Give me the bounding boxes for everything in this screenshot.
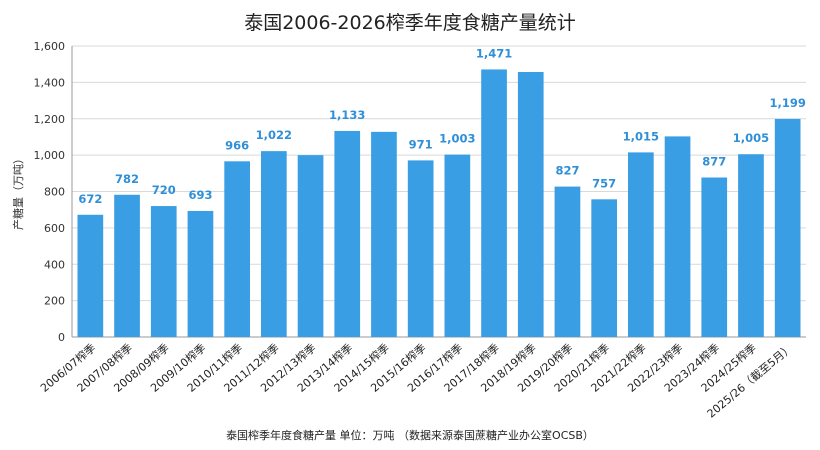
data-label: 1,133 (329, 108, 365, 122)
data-label: 827 (555, 164, 579, 178)
y-tick-label: 200 (44, 295, 65, 308)
data-label: 672 (78, 192, 102, 206)
bar (554, 186, 581, 337)
data-label: 1,471 (476, 46, 512, 60)
data-label: 1,022 (256, 128, 292, 142)
bar (371, 131, 397, 337)
chart-footer: 泰国榨季年度食糖产量 单位：万吨 （数据来源泰国蔗糖产业办公室OCSB） (226, 429, 594, 442)
bar (774, 118, 801, 337)
bar (261, 151, 287, 337)
data-label: 1,199 (769, 96, 805, 110)
bar (444, 154, 471, 337)
data-label: 757 (592, 176, 616, 190)
y-tick-label: 1,600 (34, 40, 66, 53)
bar (224, 161, 250, 337)
data-label: 1,003 (439, 132, 475, 146)
chart-title: 泰国2006-2026榨季年度食糖产量统计 (244, 12, 576, 34)
bar (407, 160, 434, 337)
bar (591, 199, 617, 337)
data-label: 877 (702, 154, 726, 168)
data-label: 966 (225, 138, 249, 152)
y-tick-label: 600 (44, 222, 65, 235)
data-label: 693 (188, 188, 212, 202)
y-tick-label: 1,000 (34, 149, 66, 162)
bar (114, 194, 140, 337)
bar (297, 155, 324, 337)
y-tick-label: 1,200 (34, 113, 66, 126)
bar (664, 136, 691, 337)
bar (334, 130, 361, 337)
bar (738, 154, 764, 337)
bar (481, 69, 507, 337)
y-tick-label: 400 (44, 258, 65, 271)
data-label: 1,015 (623, 129, 659, 143)
bar (150, 206, 177, 337)
y-tick-label: 0 (58, 331, 65, 344)
bar (628, 152, 654, 337)
bar (77, 214, 104, 337)
data-label: 1,005 (733, 131, 769, 145)
data-label: 782 (115, 172, 139, 186)
bar (517, 72, 544, 338)
y-axis-label: 产糖量（万吨） (11, 153, 25, 230)
bar (701, 177, 728, 337)
bar (187, 210, 214, 337)
y-tick-label: 800 (44, 186, 65, 199)
y-tick-label: 1,400 (34, 76, 66, 89)
data-label: 720 (152, 183, 176, 197)
data-label: 971 (409, 137, 433, 151)
